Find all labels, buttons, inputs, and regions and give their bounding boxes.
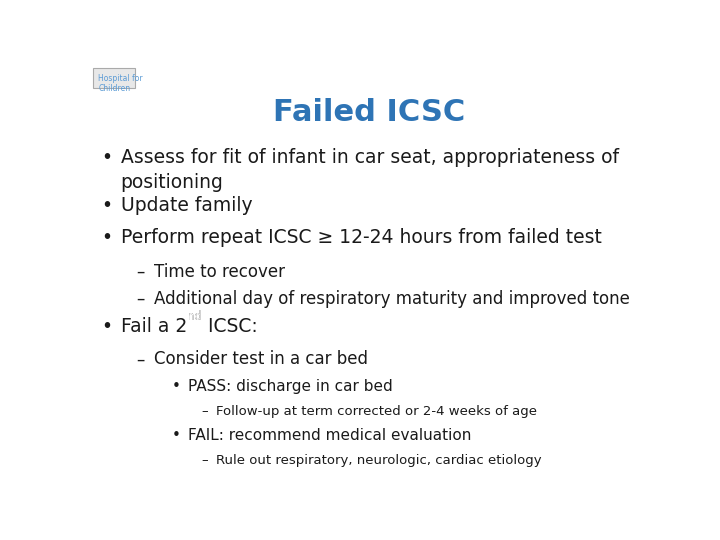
Text: positioning: positioning xyxy=(121,173,224,192)
Text: •: • xyxy=(102,196,112,215)
Text: ICSC:: ICSC: xyxy=(202,317,258,336)
Text: –: – xyxy=(201,454,207,467)
Text: –: – xyxy=(136,290,145,308)
Text: Update family: Update family xyxy=(121,196,252,215)
Text: Follow-up at term corrected or 2-4 weeks of age: Follow-up at term corrected or 2-4 weeks… xyxy=(215,405,536,418)
Text: Hospital for
Children: Hospital for Children xyxy=(99,74,143,93)
Text: •: • xyxy=(172,428,181,443)
Text: •: • xyxy=(102,148,112,167)
Text: –: – xyxy=(201,405,207,418)
Bar xyxy=(93,68,135,87)
Text: Rule out respiratory, neurologic, cardiac etiology: Rule out respiratory, neurologic, cardia… xyxy=(215,454,541,467)
Text: Assess for fit of infant in car seat, appropriateness of: Assess for fit of infant in car seat, ap… xyxy=(121,148,618,167)
Text: –: – xyxy=(136,350,145,368)
Text: –: – xyxy=(136,263,145,281)
Text: Failed ICSC: Failed ICSC xyxy=(273,98,465,127)
Text: Additional day of respiratory maturity and improved tone: Additional day of respiratory maturity a… xyxy=(154,290,630,308)
Text: Fail a 2: Fail a 2 xyxy=(121,317,187,336)
Text: •: • xyxy=(172,379,181,394)
Text: •: • xyxy=(102,228,112,247)
Text: •: • xyxy=(102,317,112,336)
Text: nd: nd xyxy=(187,310,202,323)
Text: nd: nd xyxy=(187,310,202,323)
Text: Time to recover: Time to recover xyxy=(154,263,285,281)
Text: Perform repeat ICSC ≥ 12-24 hours from failed test: Perform repeat ICSC ≥ 12-24 hours from f… xyxy=(121,228,602,247)
Text: PASS: discharge in car bed: PASS: discharge in car bed xyxy=(188,379,392,394)
Text: FAIL: recommend medical evaluation: FAIL: recommend medical evaluation xyxy=(188,428,471,443)
Text: Consider test in a car bed: Consider test in a car bed xyxy=(154,350,368,368)
